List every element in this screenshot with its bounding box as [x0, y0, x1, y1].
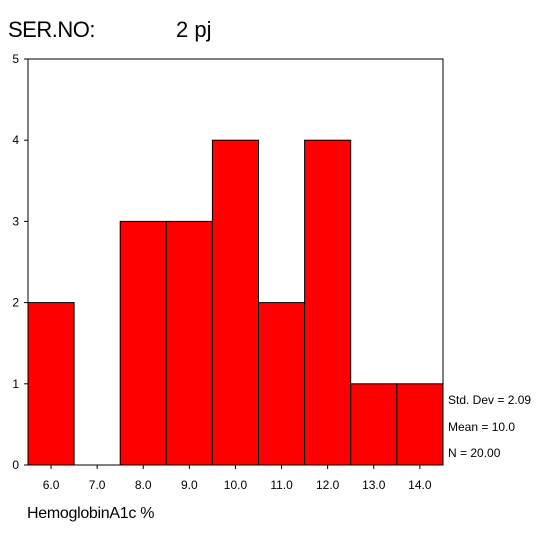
y-tick-label: 4	[12, 133, 19, 147]
stat-line: Mean = 10.0	[448, 420, 515, 434]
serial-number-value: 2 pj	[176, 17, 212, 42]
stat-line: N = 20.00	[448, 446, 501, 460]
chart-header: SER.NO: 2 pj	[8, 8, 528, 48]
bars-group	[27, 139, 444, 466]
x-tick-label: 13.0	[362, 478, 386, 492]
y-tick-label: 5	[12, 52, 19, 66]
y-axis: 0 1 2 3 4 5	[12, 52, 28, 472]
x-axis: 6.0 7.0 8.0 9.0 10.0 11.0 12.0 13.0 14.0	[43, 465, 432, 492]
y-tick-label: 3	[12, 214, 19, 228]
histogram-bar	[165, 220, 213, 466]
y-tick-label: 1	[12, 377, 19, 391]
y-tick-label: 0	[12, 458, 19, 472]
x-tick-label: 7.0	[89, 478, 106, 492]
histogram-bar	[27, 302, 75, 466]
statistics-legend: Std. Dev = 2.09 Mean = 10.0 N = 20.00	[448, 393, 531, 460]
histogram-bar	[304, 139, 352, 466]
x-tick-label: 10.0	[224, 478, 248, 492]
y-tick-label: 2	[12, 296, 19, 310]
histogram-bar	[258, 302, 306, 466]
x-tick-label: 8.0	[135, 478, 152, 492]
x-tick-label: 12.0	[316, 478, 340, 492]
x-tick-label: 11.0	[270, 478, 293, 492]
stat-line: Std. Dev = 2.09	[448, 393, 531, 407]
histogram-bar	[119, 220, 167, 466]
x-tick-label: 14.0	[408, 478, 432, 492]
x-tick-label: 9.0	[181, 478, 198, 492]
x-tick-label: 6.0	[43, 478, 60, 492]
histogram-bar	[211, 139, 259, 466]
histogram-bar	[396, 383, 444, 466]
x-axis-title: HemoglobinA1c %	[27, 505, 155, 522]
histogram-bar	[350, 383, 398, 466]
serial-number-label: SER.NO:	[8, 17, 95, 42]
